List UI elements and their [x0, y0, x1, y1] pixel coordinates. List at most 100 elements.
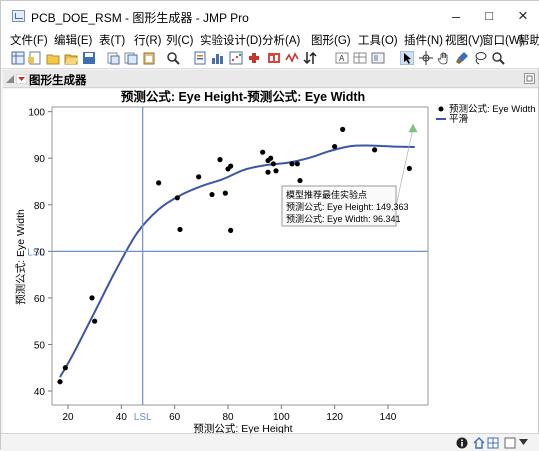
- collapse-disclosure-icon[interactable]: [6, 75, 15, 83]
- legend-item-points: 预测公式: Eye Width: [449, 103, 536, 115]
- data-point[interactable]: [297, 177, 303, 184]
- data-point[interactable]: [217, 157, 223, 163]
- window-title: PCB_DOE_RSM - 图形生成器 - JMP Pro: [31, 11, 249, 25]
- data-point[interactable]: [228, 227, 234, 233]
- new-script-icon[interactable]: [28, 51, 42, 65]
- data-point[interactable]: [89, 295, 95, 301]
- data-point[interactable]: [265, 169, 271, 175]
- brush-tool-icon[interactable]: [455, 51, 469, 65]
- paste-icon[interactable]: [142, 51, 156, 65]
- data-point[interactable]: [174, 195, 180, 201]
- x-tick-label: 60: [169, 412, 181, 423]
- menu-doe[interactable]: 实验设计(D): [200, 35, 262, 47]
- minimize-button[interactable]: –: [452, 8, 460, 24]
- open-file-icon[interactable]: [46, 51, 60, 65]
- optimum-point-marker[interactable]: [408, 123, 418, 133]
- menu-help[interactable]: 帮助(H): [518, 35, 539, 47]
- x-tick-label: 140: [380, 412, 397, 423]
- menu-bar: 文件(F) 编辑(E) 表(T) 行(R) 列(C) 实验设计(D) 分析(A)…: [1, 31, 539, 49]
- x-axis-label: 预测公式: Eye Height: [193, 422, 292, 433]
- svg-text:A: A: [339, 54, 345, 63]
- arrow-tool-icon[interactable]: [400, 51, 414, 65]
- x-tick-label: 40: [116, 412, 128, 423]
- data-point[interactable]: [92, 318, 98, 324]
- data-point[interactable]: [406, 165, 412, 172]
- data-point[interactable]: [372, 147, 378, 153]
- maximize-button[interactable]: □: [485, 8, 493, 23]
- open-folder-icon[interactable]: [64, 51, 78, 65]
- lsl-y-label: LSL: [27, 247, 45, 258]
- menu-rows[interactable]: 行(R): [134, 35, 162, 47]
- red-triangle-menu-icon[interactable]: [16, 74, 27, 84]
- y-axis-label: 预测公式: Eye Width: [14, 209, 27, 305]
- panel-options-icon[interactable]: [524, 73, 535, 84]
- data-point[interactable]: [222, 190, 228, 196]
- graph-builder-panel-header: 图形生成器: [3, 70, 538, 88]
- menu-addins[interactable]: 插件(N): [404, 35, 443, 47]
- menu-window[interactable]: 窗口(W): [482, 35, 524, 47]
- table-view-icon[interactable]: [353, 51, 367, 65]
- layout-icon[interactable]: [371, 51, 385, 65]
- menu-file[interactable]: 文件(F): [10, 35, 48, 47]
- menu-cols[interactable]: 列(C): [166, 35, 194, 47]
- menu-edit[interactable]: 编辑(E): [54, 35, 93, 47]
- graph-builder-icon[interactable]: [267, 51, 281, 65]
- text-annotate-icon[interactable]: A: [335, 51, 349, 65]
- grid-view-icon[interactable]: [487, 437, 499, 449]
- distribution-icon[interactable]: [211, 51, 225, 65]
- fit-y-by-x-icon[interactable]: [229, 51, 243, 65]
- lsl-x-label: LSL: [134, 412, 152, 423]
- title-bar: PCB_DOE_RSM - 图形生成器 - JMP Pro – □ ×: [1, 1, 539, 31]
- zoom-tool-icon[interactable]: [491, 51, 505, 65]
- fit-model-icon[interactable]: [247, 51, 261, 65]
- search-icon[interactable]: [166, 51, 180, 65]
- graph-builder-content: 预测公式: Eye Height-预测公式: Eye Width LSL LSL …: [3, 89, 538, 435]
- info-icon[interactable]: [456, 437, 468, 449]
- data-point[interactable]: [62, 365, 68, 371]
- menu-graph[interactable]: 图形(G): [311, 35, 351, 47]
- lasso-tool-icon[interactable]: [473, 51, 487, 65]
- dropdown-arrow-icon[interactable]: [519, 439, 528, 446]
- data-point[interactable]: [260, 149, 266, 155]
- report-icon[interactable]: [193, 51, 207, 65]
- data-point[interactable]: [289, 161, 295, 167]
- data-point[interactable]: [57, 379, 63, 385]
- tooltip-title: 模型推荐最佳实验点: [286, 189, 367, 200]
- tooltip-eye-width: 预测公式: Eye Width: 96.341: [286, 213, 401, 224]
- menu-analyze[interactable]: 分析(A): [262, 35, 301, 47]
- data-point[interactable]: [294, 161, 300, 167]
- control-chart-icon[interactable]: [285, 51, 299, 65]
- data-point[interactable]: [332, 143, 338, 150]
- new-data-table-icon[interactable]: [11, 51, 25, 65]
- crosshair-tool-icon[interactable]: [419, 51, 433, 65]
- menu-table[interactable]: 表(T): [99, 35, 126, 47]
- save-icon[interactable]: [82, 51, 96, 65]
- menu-view[interactable]: 视图(V): [445, 35, 484, 47]
- jmp-app-icon: [12, 10, 25, 22]
- toolbar: A: [1, 49, 539, 69]
- home-icon[interactable]: [473, 437, 485, 449]
- scatter-chart[interactable]: 预测公式: Eye Height-预测公式: Eye Width LSLLSL …: [3, 89, 538, 435]
- copy-icon[interactable]: [124, 51, 138, 65]
- y-tick-label: 70: [34, 247, 46, 258]
- data-point[interactable]: [273, 168, 279, 174]
- hand-tool-icon[interactable]: [437, 51, 451, 65]
- data-point[interactable]: [209, 191, 215, 198]
- data-point[interactable]: [156, 180, 162, 186]
- data-point[interactable]: [268, 155, 274, 161]
- data-point[interactable]: [196, 174, 202, 180]
- sort-icon[interactable]: [303, 51, 317, 65]
- menu-tools[interactable]: 工具(O): [358, 35, 398, 47]
- close-button[interactable]: ×: [518, 6, 528, 25]
- data-point[interactable]: [340, 126, 346, 132]
- cut-icon[interactable]: [106, 51, 120, 65]
- window-checkbox-icon[interactable]: [504, 437, 516, 449]
- x-tick-label: 80: [222, 412, 234, 423]
- data-point[interactable]: [228, 163, 234, 169]
- legend: 预测公式: Eye Width 平滑: [436, 103, 536, 125]
- tooltip-eye-height: 预测公式: Eye Height: 149.363: [286, 201, 409, 212]
- data-point[interactable]: [270, 161, 276, 167]
- y-tick-label: 50: [34, 340, 46, 351]
- data-point[interactable]: [177, 226, 183, 233]
